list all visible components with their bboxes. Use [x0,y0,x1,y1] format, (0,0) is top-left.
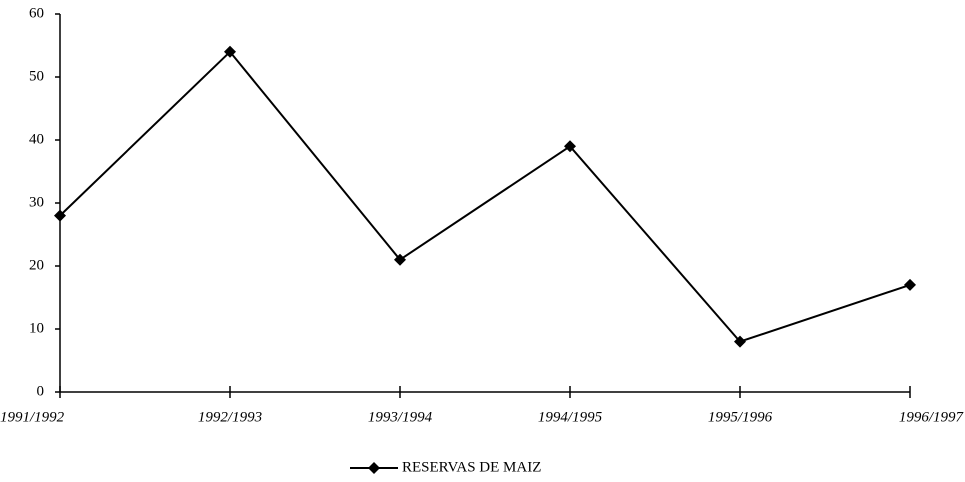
data-point [224,45,236,58]
x-tick-label: 1996/1997 [899,409,965,425]
y-tick-label: 30 [29,194,44,210]
y-tick-label: 0 [37,383,45,399]
y-tick-label: 40 [29,131,44,147]
legend-marker [368,462,380,474]
x-tick-label: 1991/1992 [0,409,65,425]
y-tick-label: 50 [29,68,44,84]
x-tick-label: 1994/1995 [538,409,603,425]
data-point [394,253,406,266]
data-point [734,335,746,348]
x-tick-label: 1993/1994 [368,409,433,425]
series-line [59,50,911,343]
data-point [904,278,916,291]
data-point [564,140,576,153]
y-tick-label: 10 [29,320,44,336]
x-tick-label: 1992/1993 [198,409,262,425]
legend-label: RESERVAS DE MAIZ [402,459,541,475]
data-point [54,209,66,222]
y-tick-label: 20 [29,257,44,273]
x-tick-label: 1995/1996 [708,409,773,425]
y-tick-label: 60 [29,5,44,21]
